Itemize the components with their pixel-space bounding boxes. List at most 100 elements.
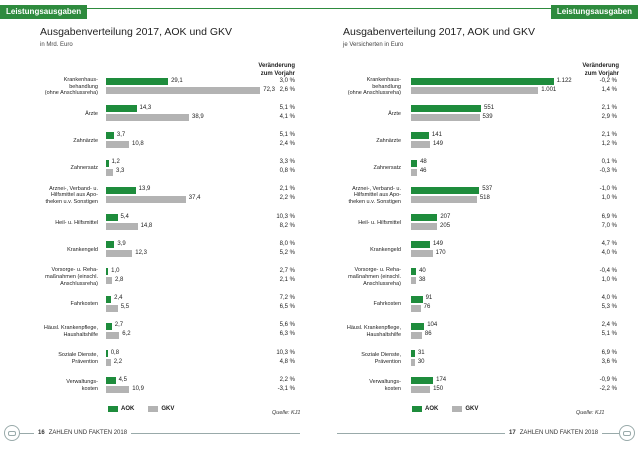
bar-aok [106, 132, 114, 140]
data-label-aok: 537 [482, 186, 493, 193]
bar-aok [411, 295, 423, 303]
data-label-aok: 91 [425, 295, 433, 302]
change-value-aok: 5,1 % [279, 104, 295, 111]
section-tag: Leistungsausgaben [0, 5, 88, 19]
category-label: Krankengeld [67, 246, 98, 253]
data-label-aok: 48 [420, 159, 427, 166]
chart-subtitle: in Mrd. Euro [40, 42, 73, 48]
change-value-aok: 4,0 % [601, 295, 617, 302]
data-label-gkv: 38,9 [191, 113, 204, 120]
change-value-gkv: 1,0 % [601, 276, 617, 283]
change-header: Veränderung zum Vorjahr [559, 62, 619, 78]
header-rule [0, 8, 319, 9]
data-label-gkv: 5,5 [120, 304, 130, 311]
category-label: Fahrkosten [373, 301, 401, 308]
bar-gkv [106, 386, 130, 394]
change-value-aok: 8,0 % [279, 240, 295, 247]
bar-aok [411, 78, 554, 85]
category-label: Krankengeld [370, 246, 401, 253]
change-value-aok: 2,4 % [601, 322, 617, 329]
bar-gkv [411, 250, 433, 258]
category-label: Zahnärzte [376, 137, 401, 144]
section-tag: Leistungsausgaben [550, 5, 638, 19]
category-label: Verwaltungs- kosten [369, 379, 401, 393]
bar-gkv [106, 87, 261, 94]
change-value-gkv: 0,8 % [279, 168, 295, 175]
change-value-gkv: 6,5 % [279, 304, 295, 311]
legend-label-aok: AOK [121, 406, 135, 412]
footer: 17 ZAHLEN UND FAKTEN 2018 [505, 430, 603, 436]
bar-aok [411, 105, 482, 113]
data-label-gkv: 14,8 [140, 222, 153, 229]
legend-swatch-aok [412, 406, 422, 412]
bar-gkv [411, 87, 539, 94]
bar-aok [106, 268, 109, 276]
legend-label-aok: AOK [425, 406, 439, 412]
data-label-aok: 174 [436, 376, 447, 383]
data-label-aok: 1,2 [111, 159, 120, 166]
data-label-aok: 149 [432, 240, 443, 247]
change-value-aok: 2,1 % [279, 186, 295, 193]
bar-aok [106, 105, 137, 113]
category-label: Zahnersatz [70, 165, 98, 172]
bar-aok [106, 159, 109, 167]
category-label: Fahrkosten [70, 301, 98, 308]
legend: AOK GKV [412, 406, 478, 412]
bar-aok [411, 322, 425, 330]
data-label-aok: 207 [440, 213, 451, 220]
data-label-gkv: 205 [440, 222, 451, 229]
bar-gkv [411, 141, 430, 149]
data-label-aok: 3,7 [116, 131, 126, 138]
data-label-aok: 4,5 [118, 376, 127, 383]
category-label: Zahnärzte [73, 137, 98, 144]
change-value-gkv: 1,2 % [601, 140, 617, 147]
bar-aok [106, 295, 112, 303]
footer-text: ZAHLEN UND FAKTEN 2018 [48, 430, 128, 436]
category-label: Heil- u. Hilfsmittel [358, 219, 401, 226]
change-value-gkv: -0,3 % [599, 168, 617, 175]
bar-aok [106, 322, 112, 330]
bar-gkv [106, 304, 118, 312]
bar-aok [411, 268, 417, 276]
source-note: Quelle: KJ1 [272, 410, 301, 416]
footer-text: ZAHLEN UND FAKTEN 2018 [519, 430, 599, 436]
change-value-aok: 2,2 % [279, 376, 295, 383]
category-label: Arznei-, Verband- u. Hilfsmittel aus Apo… [348, 185, 402, 206]
change-value-aok: -1,0 % [599, 186, 617, 193]
change-value-aok: 10,3 % [276, 213, 295, 220]
page-number: 16 [38, 430, 45, 436]
bar-gkv [411, 195, 477, 203]
bar-gkv [106, 277, 112, 285]
change-value-gkv: 2,4 % [279, 140, 295, 147]
bar-aok [106, 377, 116, 385]
data-label-aok: 5,4 [120, 213, 129, 220]
data-label-gkv: 76 [423, 304, 431, 311]
change-value-aok: 2,1 % [601, 131, 617, 138]
data-label-aok: 13,9 [138, 186, 151, 193]
legend-label-gkv: GKV [465, 406, 479, 412]
change-value-aok: 10,3 % [276, 349, 295, 356]
logo-icon [619, 425, 635, 441]
bar-aok [106, 214, 118, 221]
data-label-gkv: 10,9 [132, 385, 144, 392]
change-value-aok: 6,9 % [601, 213, 617, 220]
change-header-line: Veränderung [258, 63, 295, 69]
change-value-gkv: 2,9 % [601, 113, 617, 120]
change-value-aok: 3,0 % [279, 77, 295, 84]
bar-aok [411, 241, 430, 249]
bar-gkv [106, 168, 114, 176]
left-page: Leistungsausgaben Ausgabenverteilung 201… [0, 5, 319, 441]
change-value-gkv: 4,8 % [279, 358, 295, 365]
footer: 16 ZAHLEN UND FAKTEN 2018 [34, 430, 132, 436]
change-value-gkv: 8,2 % [279, 222, 295, 229]
bar-gkv [106, 223, 138, 230]
change-value-aok: 4,7 % [601, 240, 617, 247]
bar-aok [411, 159, 418, 167]
data-label-aok: 0,8 [110, 349, 120, 356]
change-value-gkv: 3,6 % [601, 358, 617, 365]
data-label-aok: 1,0 [111, 267, 120, 274]
bar-aok [411, 350, 415, 357]
change-value-gkv: 5,1 % [601, 331, 617, 338]
data-label-gkv: 3,3 [116, 168, 125, 175]
category-label: Krankenhaus- behandlung (ohne Anschlussr… [44, 76, 98, 97]
